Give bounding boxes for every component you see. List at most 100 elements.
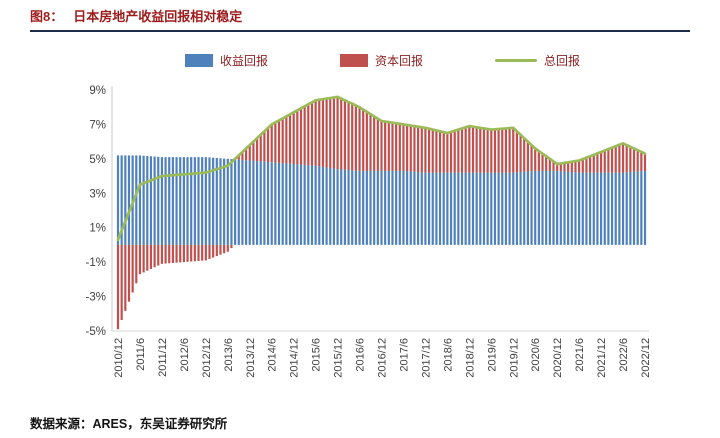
capital-bar [581, 159, 584, 173]
figure-label: 图8： [30, 9, 64, 24]
capital-bar [431, 129, 434, 173]
capital-bar [365, 111, 368, 171]
capital-bar [567, 162, 570, 172]
income-bar [285, 163, 288, 245]
capital-bar [486, 129, 489, 173]
capital-bar [519, 134, 522, 173]
capital-bar [545, 156, 548, 171]
capital-bar [413, 126, 416, 172]
income-bar [384, 170, 387, 245]
capital-bar [464, 127, 467, 173]
capital-bar [138, 244, 142, 275]
capital-bar [164, 244, 167, 264]
capital-bar [475, 127, 478, 173]
figure-header: 图8： 日本房地产收益回报相对稳定 [30, 6, 690, 32]
capital-bar [380, 120, 383, 171]
income-bar [402, 170, 405, 245]
capital-bar [610, 147, 614, 173]
income-bar [197, 157, 200, 245]
income-bar [592, 172, 595, 245]
income-bar [351, 170, 354, 245]
income-bar [578, 172, 581, 245]
income-bar [358, 170, 361, 245]
capital-bar [266, 127, 270, 162]
income-bar [179, 157, 182, 245]
income-bar [581, 172, 584, 245]
x-tick-label: 2013/6 [223, 338, 235, 372]
x-tick-label: 2021/12 [596, 338, 608, 378]
income-bar [248, 160, 251, 245]
capital-bar [599, 151, 603, 173]
y-tick-label: 3% [89, 188, 106, 200]
capital-bar [314, 100, 317, 166]
capital-bar [515, 131, 519, 173]
income-bar [332, 168, 336, 245]
income-bar [310, 165, 314, 245]
capital-bar [248, 145, 251, 161]
capital-bar [427, 128, 431, 173]
income-bar [376, 170, 379, 245]
income-bar [153, 156, 156, 245]
income-bar [413, 171, 416, 245]
chart-legend: 收益回报 资本回报 总回报 [110, 52, 655, 69]
legend-item-income-return: 收益回报 [184, 52, 268, 69]
income-bar [625, 172, 628, 245]
income-bar [519, 172, 522, 245]
capital-bar [292, 112, 295, 164]
capital-bar [193, 244, 196, 262]
income-bar [453, 172, 456, 245]
capital-bar [244, 148, 248, 161]
capital-bar [453, 130, 456, 173]
capital-bar [296, 110, 299, 165]
capital-bar [223, 244, 226, 254]
capital-bar [157, 244, 160, 266]
capital-bar [446, 133, 449, 173]
income-bar [541, 170, 544, 245]
capital-bar [343, 100, 346, 170]
income-bar [226, 158, 229, 245]
capital-bar [263, 131, 266, 162]
capital-bar [552, 161, 555, 171]
income-bar [515, 172, 519, 245]
income-bar [329, 168, 332, 245]
capital-bar [215, 244, 218, 257]
capital-bar [120, 244, 123, 321]
x-tick-label: 2022/12 [640, 338, 652, 378]
legend-label: 收益回报 [219, 54, 268, 68]
income-bar [127, 155, 131, 245]
income-bar [135, 155, 138, 245]
capital-bar [596, 153, 599, 173]
income-bar [255, 161, 259, 245]
income-bar [610, 172, 614, 245]
capital-bar [479, 127, 482, 173]
capital-bar [409, 125, 412, 172]
income-bar [369, 170, 372, 245]
capital-bar [373, 116, 376, 171]
income-bar [460, 172, 464, 245]
income-bar [171, 157, 174, 245]
income-bar [325, 167, 328, 245]
y-tick-label: 9% [89, 85, 106, 97]
income-bar [599, 172, 603, 245]
x-tick-label: 2015/12 [333, 338, 345, 378]
x-tick-label: 2018/6 [442, 338, 454, 372]
capital-bar [508, 128, 511, 173]
income-bar [186, 157, 189, 245]
income-bar [640, 171, 643, 245]
income-bar [493, 172, 497, 245]
income-bar [138, 155, 142, 245]
income-bar [475, 172, 478, 245]
y-tick-label: 1% [89, 223, 106, 235]
capital-bar [241, 151, 244, 160]
capital-bar [270, 124, 273, 163]
capital-bar [541, 153, 544, 171]
capital-bar [585, 157, 588, 173]
capital-bar [179, 244, 182, 263]
income-bar [296, 164, 299, 245]
income-bar [142, 155, 145, 245]
capital-bar [131, 244, 134, 293]
income-bar [607, 172, 610, 245]
income-bar [208, 157, 211, 245]
capital-bar [578, 160, 581, 173]
capital-bar [259, 134, 262, 162]
